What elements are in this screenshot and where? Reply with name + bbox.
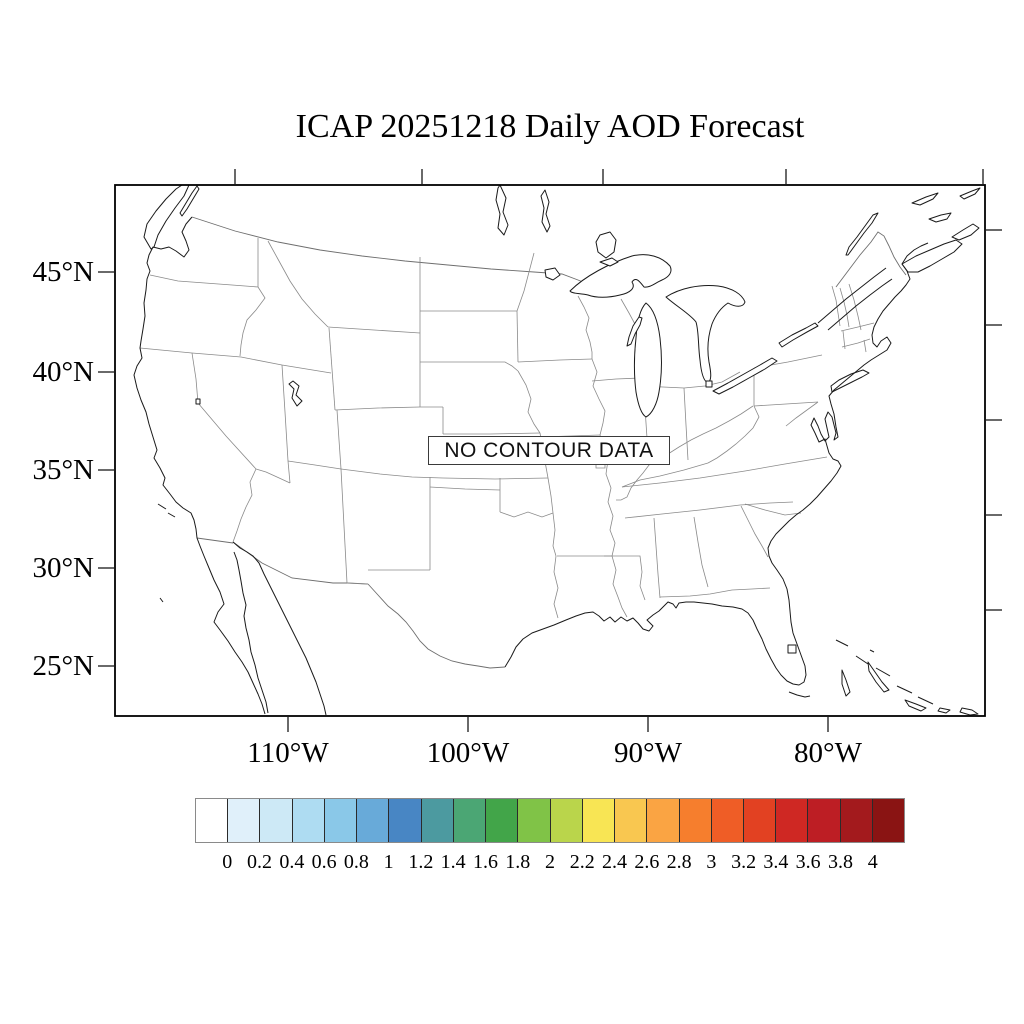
colorbar-cell — [486, 799, 519, 842]
colorbar-tick-label: 1.2 — [408, 851, 434, 873]
colorbar-tick-label: 3.6 — [795, 851, 821, 873]
colorbar-tick-label: 2 — [545, 851, 555, 873]
colorbar-cell — [808, 799, 841, 842]
colorbar-tick-label: 3.8 — [827, 851, 853, 873]
y-axis-label: 35°N — [32, 454, 94, 486]
colorbar-cell — [421, 799, 454, 842]
coastline-paths — [133, 185, 981, 716]
colorbar-tick-label: 2.2 — [569, 851, 595, 873]
colorbar-cell — [196, 799, 229, 842]
colorbar-tick-label: 1.8 — [505, 851, 531, 873]
colorbar-tick-label: 0 — [222, 851, 233, 873]
x-axis-label: 90°W — [614, 737, 682, 769]
colorbar-cell — [228, 799, 261, 842]
colorbar-tick-labels: 0 0.2 0.4 0.6 0.8 1 1.2 1.4 1.6 1.8 2 2.2 2.4 2.6 2.8 3… — [195, 851, 905, 877]
lake-shapes — [195, 185, 819, 654]
x-axis-label: 80°W — [794, 737, 862, 769]
colorbar-tick-label: 0.2 — [247, 851, 273, 873]
x-axis-label: 110°W — [247, 737, 329, 769]
colorbar-tick-label: 2.8 — [666, 851, 692, 873]
y-axis-label: 45°N — [32, 256, 94, 288]
colorbar-cell — [518, 799, 551, 842]
colorbar-cell — [840, 799, 873, 842]
x-axis-label: 100°W — [426, 737, 510, 769]
colorbar-tick-label: 3 — [706, 851, 717, 873]
colorbar-cell — [647, 799, 680, 842]
colorbar-tick-label: 4 — [867, 851, 878, 873]
colorbar-cell — [260, 799, 293, 842]
colorbar-cell — [743, 799, 777, 842]
colorbar-tick-label: 1.6 — [472, 851, 498, 873]
colorbar-tick-label: 3.2 — [731, 851, 757, 873]
map-frame — [114, 184, 986, 717]
y-axis-label: 30°N — [32, 552, 94, 584]
aod-colorbar — [195, 798, 905, 843]
colorbar-tick-label: 3.4 — [763, 851, 789, 873]
colorbar-tick-label: 0.8 — [343, 851, 369, 873]
colorbar-tick-label: 1.4 — [440, 851, 466, 873]
colorbar-cell — [292, 799, 325, 842]
page-title: ICAP 20251218 Daily AOD Forecast — [295, 108, 805, 145]
colorbar-cell — [582, 799, 616, 842]
colorbar-cell — [389, 799, 422, 842]
colorbar-tick-label: 2.6 — [634, 851, 660, 873]
colorbar-tick-label: 0.4 — [279, 851, 305, 873]
colorbar-tick-label: 1 — [383, 851, 394, 873]
colorbar-cell — [679, 799, 712, 842]
colorbar-tick-label: 2.4 — [602, 851, 628, 873]
state-boundary-lines — [139, 238, 875, 619]
axis-ticks — [98, 169, 1002, 732]
colorbar-cell — [324, 799, 358, 842]
colorbar-cell — [550, 799, 583, 842]
y-axis-label: 40°N — [32, 356, 94, 388]
colorbar-cell — [615, 799, 648, 842]
y-axis-label: 25°N — [32, 650, 94, 682]
no-contour-data-label: NO CONTOUR DATA — [428, 436, 670, 465]
colorbar-cell — [711, 799, 744, 842]
colorbar-tick-label: 0.6 — [311, 851, 337, 873]
colorbar-cell — [357, 799, 390, 842]
colorbar-cell — [453, 799, 487, 842]
colorbar-cell — [776, 799, 809, 842]
colorbar-cell — [872, 799, 905, 842]
